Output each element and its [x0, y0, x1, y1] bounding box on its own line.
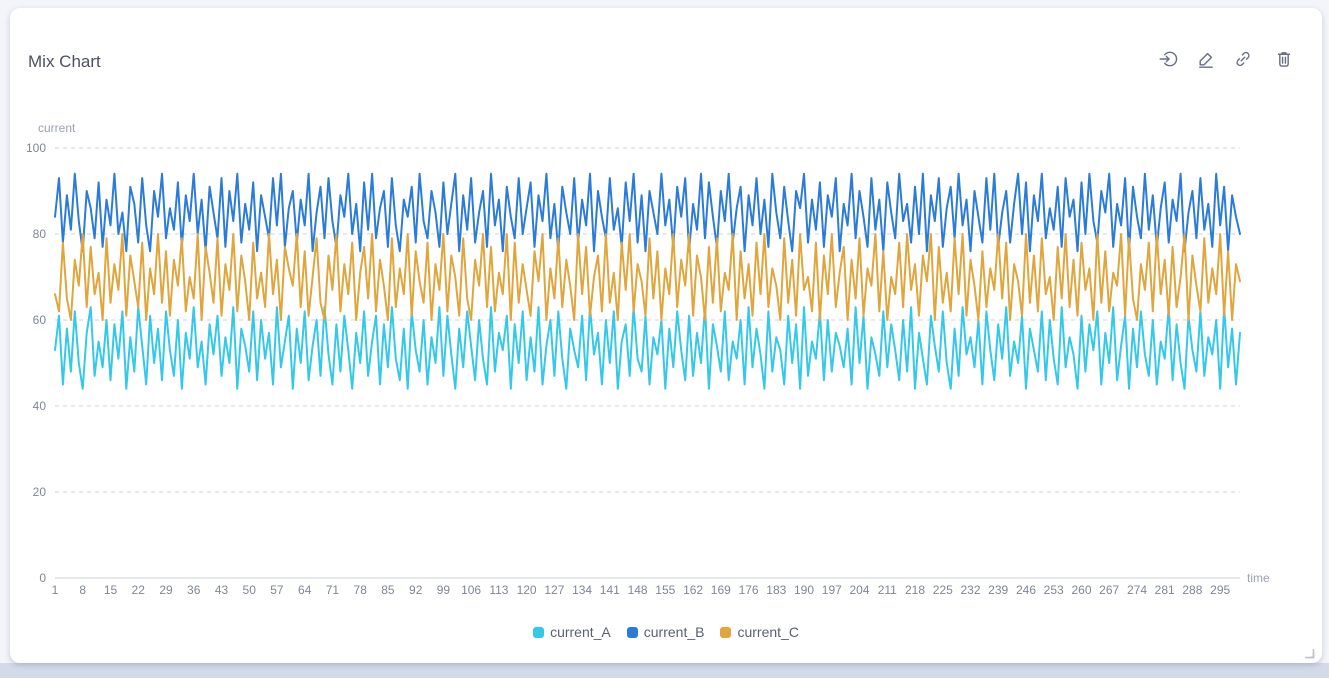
- svg-text:78: 78: [354, 583, 368, 597]
- legend-marker-current-c: [720, 626, 732, 638]
- svg-text:260: 260: [1071, 583, 1091, 597]
- legend-item-current-a[interactable]: current_A: [533, 624, 611, 640]
- svg-text:8: 8: [79, 583, 86, 597]
- widget-card: Mix Chart: [10, 8, 1322, 663]
- svg-text:29: 29: [159, 583, 173, 597]
- mix-chart-plot: 0 20 40 60 80 100 1 8 15 22 29 36 43 50 57 64 71 78 85 92 99…: [26, 121, 1270, 597]
- svg-text:time: time: [1247, 571, 1270, 585]
- svg-text:85: 85: [381, 583, 395, 597]
- svg-text:92: 92: [409, 583, 423, 597]
- legend-marker-current-a: [533, 626, 545, 638]
- svg-text:134: 134: [572, 583, 592, 597]
- link-button[interactable]: [1233, 48, 1253, 70]
- svg-text:0: 0: [39, 571, 46, 585]
- svg-text:211: 211: [878, 583, 897, 597]
- svg-text:218: 218: [905, 583, 925, 597]
- legend-item-current-b[interactable]: current_B: [626, 624, 705, 640]
- chart-legend: current_A current_B current_C: [10, 624, 1322, 640]
- svg-text:20: 20: [33, 485, 47, 499]
- svg-text:127: 127: [544, 583, 564, 597]
- svg-text:148: 148: [628, 583, 648, 597]
- svg-text:183: 183: [766, 583, 786, 597]
- svg-text:64: 64: [298, 583, 312, 597]
- svg-text:current: current: [38, 121, 76, 135]
- svg-text:288: 288: [1182, 583, 1202, 597]
- enter-button[interactable]: [1159, 48, 1179, 70]
- svg-text:1: 1: [52, 583, 59, 597]
- svg-text:281: 281: [1155, 583, 1175, 597]
- widget-title: Mix Chart: [28, 52, 101, 71]
- svg-text:43: 43: [215, 583, 229, 597]
- delete-button[interactable]: [1274, 48, 1294, 70]
- svg-text:253: 253: [1044, 583, 1064, 597]
- legend-marker-current-b: [626, 626, 638, 638]
- svg-text:295: 295: [1210, 583, 1230, 597]
- svg-text:100: 100: [26, 141, 46, 155]
- svg-text:169: 169: [711, 583, 731, 597]
- svg-text:267: 267: [1099, 583, 1119, 597]
- svg-text:204: 204: [849, 583, 869, 597]
- svg-text:246: 246: [1016, 583, 1036, 597]
- legend-label-current-c: current_C: [737, 624, 799, 640]
- svg-text:50: 50: [243, 583, 257, 597]
- svg-text:120: 120: [517, 583, 537, 597]
- trash-icon: [1277, 52, 1291, 67]
- svg-text:197: 197: [822, 583, 842, 597]
- legend-item-current-c[interactable]: current_C: [720, 624, 799, 640]
- svg-text:176: 176: [739, 583, 759, 597]
- legend-label-current-b: current_B: [643, 624, 705, 640]
- svg-text:162: 162: [683, 583, 703, 597]
- svg-text:36: 36: [187, 583, 201, 597]
- svg-text:113: 113: [489, 583, 508, 597]
- legend-label-current-a: current_A: [550, 624, 611, 640]
- svg-text:141: 141: [600, 583, 620, 597]
- enter-icon: [1159, 51, 1178, 67]
- widget-toolbar: [1159, 48, 1294, 70]
- svg-text:15: 15: [104, 583, 118, 597]
- svg-text:106: 106: [461, 583, 481, 597]
- svg-text:225: 225: [933, 583, 953, 597]
- svg-text:239: 239: [988, 583, 1008, 597]
- svg-text:155: 155: [655, 583, 675, 597]
- svg-text:80: 80: [33, 227, 47, 241]
- svg-text:40: 40: [33, 399, 47, 413]
- svg-text:60: 60: [33, 313, 47, 327]
- svg-text:71: 71: [326, 583, 340, 597]
- edit-button[interactable]: [1196, 48, 1216, 70]
- edit-icon: [1199, 52, 1213, 68]
- svg-text:22: 22: [132, 583, 146, 597]
- svg-text:99: 99: [437, 583, 451, 597]
- svg-text:232: 232: [960, 583, 980, 597]
- svg-text:274: 274: [1127, 583, 1147, 597]
- svg-text:57: 57: [270, 583, 284, 597]
- resize-corner-icon[interactable]: [1302, 646, 1315, 659]
- svg-text:190: 190: [794, 583, 814, 597]
- link-icon: [1236, 51, 1250, 67]
